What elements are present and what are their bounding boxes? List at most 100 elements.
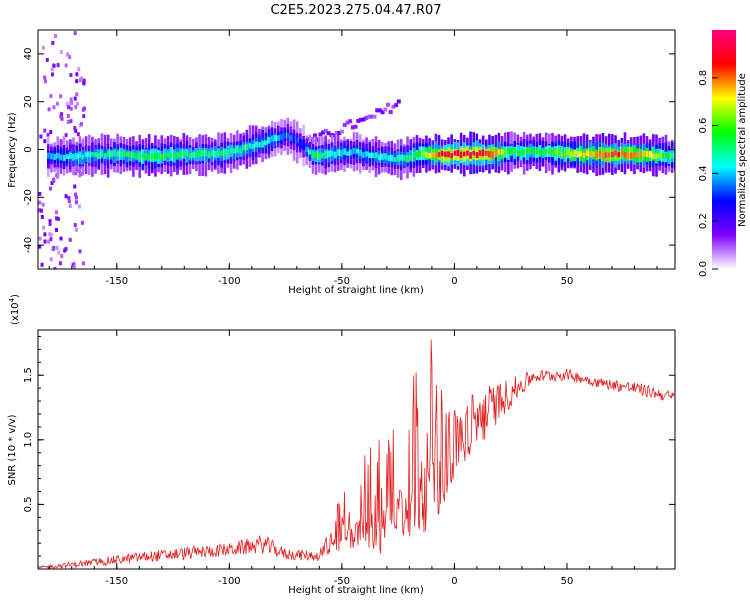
spectrogram-cell bbox=[412, 152, 416, 159]
spectrogram-cell bbox=[336, 149, 340, 156]
spectrogram-cell bbox=[345, 120, 350, 125]
spectrogram-cell bbox=[425, 151, 428, 158]
spectrogram-cell bbox=[179, 151, 182, 159]
spectrogram-cell bbox=[207, 151, 211, 159]
spectrogram-cell bbox=[462, 151, 466, 157]
spectrogram-cell bbox=[369, 114, 374, 119]
spectrogram-cell bbox=[340, 129, 345, 134]
spectrogram-cell bbox=[579, 151, 583, 157]
spectrogram-axes: -150 -100 -50 0 50 -40 -20 0 20 40 bbox=[23, 30, 675, 287]
spectrogram-cell bbox=[503, 150, 507, 157]
spectrogram-cell bbox=[106, 150, 110, 157]
spectrogram-cell bbox=[56, 152, 60, 159]
spectrogram-cell bbox=[261, 140, 264, 148]
spectrogram-cell bbox=[185, 149, 189, 156]
spectrogram-cell bbox=[406, 155, 409, 163]
spectrogram-cell bbox=[74, 195, 78, 200]
spectrogram-cell bbox=[72, 265, 76, 269]
spectrogram-cell bbox=[270, 135, 274, 143]
spectrogram-cell bbox=[491, 151, 494, 159]
spectrogram-cell bbox=[76, 132, 80, 137]
spectrogram-cell bbox=[538, 149, 542, 156]
spectrogram-cell bbox=[79, 122, 83, 127]
spectrogram-cell bbox=[472, 150, 476, 156]
x-tick-label: -50 bbox=[334, 276, 350, 287]
y-tick-label: 20 bbox=[23, 95, 34, 108]
y-tick-label: 1.5 bbox=[23, 367, 34, 383]
spectrogram-cell bbox=[53, 267, 57, 269]
spectrogram-cell bbox=[53, 153, 56, 161]
spectrogram-cell bbox=[74, 192, 78, 197]
spectrogram-cell bbox=[166, 151, 170, 157]
colorbar-tick-label: 0.8 bbox=[698, 70, 709, 86]
spectrogram-cell bbox=[342, 122, 347, 127]
spectrogram-cell bbox=[582, 152, 586, 159]
spectrogram-cell bbox=[394, 103, 399, 108]
spectrogram-cell bbox=[348, 119, 353, 124]
spectrogram-cell bbox=[497, 149, 501, 155]
spectrogram-cell bbox=[607, 152, 611, 158]
spectrogram-cell bbox=[380, 110, 385, 115]
spectrogram-cell bbox=[311, 152, 315, 158]
spectrogram-cell bbox=[645, 151, 649, 157]
colorbar-axis: 0.0 0.2 0.4 0.6 0.8 bbox=[698, 70, 718, 277]
spectrogram-cell bbox=[466, 150, 469, 156]
spectrogram-cell bbox=[661, 153, 665, 159]
spectrogram-cell bbox=[469, 152, 472, 159]
spectrogram-cell bbox=[387, 155, 390, 161]
spectrogram-cell bbox=[302, 141, 305, 148]
spectrogram-cell bbox=[49, 94, 53, 99]
spectrogram-cell bbox=[286, 132, 290, 139]
snr-axes: -150 -100 -50 0 50 0.5 1.0 1.5 bbox=[23, 330, 675, 587]
spectrogram-cell bbox=[453, 150, 457, 156]
snr-series-line bbox=[38, 339, 675, 569]
x-tick-label: 0 bbox=[451, 276, 457, 287]
spectrogram-cell bbox=[47, 239, 51, 244]
spectrogram-cell bbox=[69, 97, 73, 102]
spectrogram-cell bbox=[176, 151, 179, 159]
spectrogram-cell bbox=[308, 149, 312, 155]
spectrogram-cell bbox=[217, 150, 220, 157]
spectrogram-cell bbox=[74, 105, 78, 110]
spectrogram-cell bbox=[77, 67, 81, 72]
y-tick-label: 0.5 bbox=[23, 496, 34, 512]
spectrogram-cell bbox=[485, 150, 488, 156]
spectrogram-cell bbox=[198, 150, 201, 157]
x-tick-label: 50 bbox=[561, 576, 574, 587]
spectrogram-cell bbox=[84, 152, 88, 158]
spectrogram-cell bbox=[248, 143, 252, 149]
spectrogram-cell bbox=[318, 152, 321, 160]
spectrogram-panel: -150 -100 -50 0 50 -40 -20 0 20 40 Height of stra… bbox=[7, 29, 676, 296]
spectrogram-cell bbox=[601, 152, 605, 160]
x-tick-label: 0 bbox=[451, 576, 457, 587]
colorbar-tick-label: 0.0 bbox=[698, 261, 709, 277]
colorbar-tick-label: 0.4 bbox=[698, 165, 709, 181]
spectrogram-cell bbox=[41, 202, 45, 207]
spectrogram-cell bbox=[519, 149, 523, 156]
spectrogram-cell bbox=[343, 148, 346, 155]
spectrogram-cell bbox=[314, 152, 318, 158]
spectrogram-cell bbox=[38, 244, 42, 249]
spectrogram-cell bbox=[232, 148, 236, 154]
spectrogram-cell bbox=[52, 177, 56, 182]
spectrogram-cell bbox=[78, 249, 82, 254]
spectrogram-cell bbox=[169, 151, 173, 159]
spectrogram-cell bbox=[239, 148, 242, 154]
spectrogram-cell bbox=[428, 153, 431, 159]
spectrogram-cell bbox=[55, 228, 59, 233]
spectrogram-cell bbox=[173, 153, 176, 159]
spectrogram-cell bbox=[47, 107, 51, 112]
spectrogram-cell bbox=[532, 149, 535, 155]
spectrogram-cell bbox=[245, 144, 249, 151]
spectrogram-cell bbox=[560, 151, 564, 157]
spectrogram-cell bbox=[355, 146, 359, 161]
spectrogram-cell bbox=[573, 150, 576, 157]
spectrogram-cell bbox=[437, 152, 441, 158]
spectrogram-cell bbox=[191, 151, 195, 158]
spectrogram-cell bbox=[431, 151, 435, 158]
spectrogram-cell bbox=[48, 232, 52, 237]
spectrogram-cell bbox=[150, 152, 154, 160]
spectrogram-cell bbox=[383, 107, 388, 112]
spectrogram-cell bbox=[633, 152, 636, 158]
spectrogram-cell bbox=[358, 149, 362, 156]
